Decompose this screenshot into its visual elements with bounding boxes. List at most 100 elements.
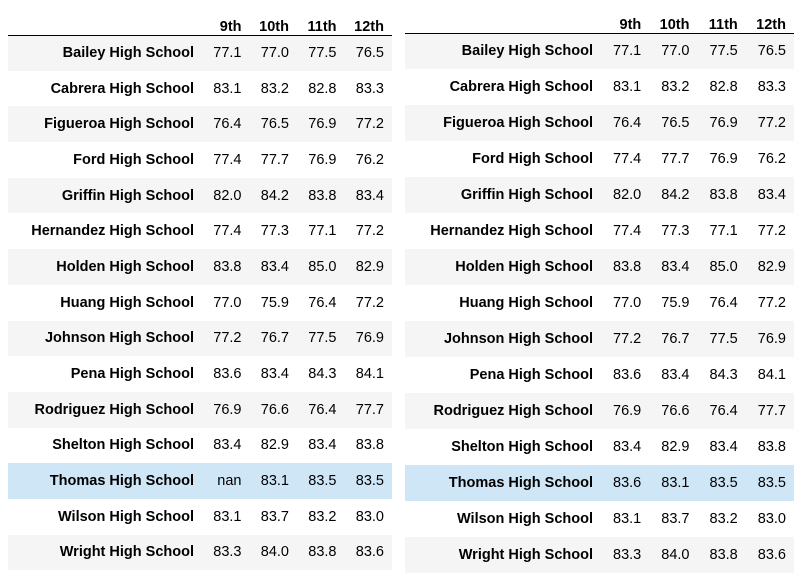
score-cell: 76.5: [757, 43, 786, 60]
table-row: Rodriguez High School 76.9 76.6 76.4 77.7: [405, 393, 794, 429]
score-cell: 83.4: [308, 437, 337, 454]
school-name: Hernandez High School: [31, 223, 194, 240]
table-row: Pena High School 83.6 83.4 84.3 84.1: [8, 356, 392, 392]
score-cell: 77.2: [355, 116, 384, 133]
score-cell: 83.7: [260, 508, 289, 525]
score-cell: 84.0: [661, 547, 690, 563]
column-header-10th: 10th: [249, 0, 297, 36]
score-cell: 85.0: [709, 259, 738, 275]
score-cell: 83.4: [661, 367, 690, 383]
table-row: Griffin High School 82.0 84.2 83.8 83.4: [8, 177, 392, 214]
table-row: Ford High School 77.4 77.7 76.9 76.2: [405, 141, 794, 177]
column-header-12th: 12th: [344, 0, 392, 36]
score-cell: 83.6: [613, 367, 642, 383]
score-cell: 77.4: [613, 151, 642, 167]
score-cell: 83.0: [757, 511, 786, 527]
column-header-12th: 12th: [745, 0, 794, 34]
score-cell: 85.0: [308, 258, 337, 275]
school-name: Johnson High School: [44, 330, 194, 347]
score-cell: 83.4: [260, 366, 289, 383]
school-name: Wilson High School: [456, 511, 593, 527]
score-cell: 83.8: [709, 547, 738, 563]
school-name: Holden High School: [56, 258, 194, 275]
school-name: Pena High School: [70, 366, 194, 383]
table-row: Ford High School 77.4 77.7 76.9 76.2: [8, 142, 392, 178]
school-name: Bailey High School: [461, 43, 593, 60]
table-row: Hernandez High School 77.4 77.3 77.1 77.2: [8, 213, 392, 249]
index-header: [405, 0, 601, 34]
table-row: Bailey High School 77.1 77.0 77.5 76.5: [8, 35, 392, 71]
score-cell: 76.2: [355, 151, 384, 168]
score-cell: 76.9: [613, 403, 642, 419]
score-cell: 83.3: [613, 547, 642, 563]
table-row: Bailey High School 77.1 77.0 77.5 76.5: [405, 33, 794, 69]
score-cell: 76.4: [308, 294, 337, 311]
score-cell: 84.1: [355, 366, 384, 383]
school-name: Rodriguez High School: [433, 403, 594, 419]
table-row: Johnson High School 77.2 76.7 77.5 76.9: [405, 321, 794, 357]
score-cell: 83.1: [260, 473, 289, 490]
score-cell: 76.6: [661, 403, 690, 419]
score-cell: 76.4: [709, 403, 738, 419]
score-cell: 77.5: [308, 45, 337, 62]
score-cell: 83.5: [709, 475, 738, 491]
index-header: [8, 0, 202, 36]
score-cell: 83.0: [355, 508, 384, 525]
score-cell: 84.2: [260, 187, 289, 204]
score-cell: 82.9: [757, 259, 786, 275]
school-name: Wilson High School: [57, 508, 194, 525]
score-cell: 83.3: [757, 79, 786, 95]
score-cell: 84.3: [709, 367, 738, 383]
score-cell: 77.7: [355, 401, 384, 418]
school-name: Bailey High School: [62, 45, 194, 62]
score-cell: 83.4: [709, 439, 738, 455]
school-name: Rodriguez High School: [34, 401, 195, 418]
score-cell: 82.0: [613, 187, 642, 203]
table-row: Shelton High School 83.4 82.9 83.4 83.8: [405, 429, 794, 465]
score-cell: 83.8: [355, 437, 384, 454]
score-cell: 82.9: [355, 258, 384, 275]
table-row: Cabrera High School 83.1 83.2 82.8 83.3: [8, 71, 392, 107]
table-row: Figueroa High School 76.4 76.5 76.9 77.2: [405, 105, 794, 141]
score-cell: 83.5: [355, 473, 384, 490]
school-name: Ford High School: [73, 151, 194, 168]
score-cell: 77.5: [308, 330, 337, 347]
score-cell: 83.3: [213, 544, 242, 561]
score-cell: 77.0: [661, 43, 690, 60]
score-cell: 83.2: [661, 79, 690, 95]
score-cell: 83.1: [613, 79, 642, 95]
score-cell: 76.4: [613, 115, 642, 131]
table-row: Wright High School 83.3 84.0 83.8 83.6: [405, 537, 794, 573]
score-cell: 77.2: [355, 294, 384, 311]
score-cell: 76.5: [355, 45, 384, 62]
school-name: Huang High School: [60, 294, 194, 311]
school-name: Thomas High School: [448, 475, 593, 491]
score-cell: 83.4: [613, 439, 642, 455]
column-header-11th: 11th: [297, 0, 345, 36]
score-cell: 82.9: [260, 437, 289, 454]
score-cell: 76.4: [308, 401, 337, 418]
column-header-11th: 11th: [697, 0, 746, 34]
score-cell: 76.9: [308, 151, 337, 168]
score-cell: 76.9: [709, 151, 738, 167]
score-cell: 83.1: [213, 508, 242, 525]
score-cell: 76.9: [709, 115, 738, 131]
score-cell: 75.9: [260, 294, 289, 311]
score-cell: 77.7: [260, 151, 289, 168]
score-cell: 76.5: [260, 116, 289, 133]
score-cell: 84.2: [661, 187, 690, 203]
score-cell: 77.1: [613, 43, 642, 60]
school-name: Cabrera High School: [449, 79, 593, 95]
score-cell: 77.1: [213, 45, 242, 62]
score-cell: 83.1: [661, 475, 690, 491]
table-row: Rodriguez High School 76.9 76.6 76.4 77.7: [8, 391, 392, 428]
score-cell: 83.7: [661, 511, 690, 527]
score-cell: 83.8: [213, 258, 242, 275]
header-row: 9th 10th 11th 12th: [405, 0, 794, 34]
score-cell: 82.0: [213, 187, 242, 204]
score-cell: 83.4: [260, 258, 289, 275]
score-cell: 76.5: [661, 115, 690, 131]
score-cell: 76.7: [260, 330, 289, 347]
score-cell: 83.2: [709, 511, 738, 527]
score-cell: 83.4: [355, 187, 384, 204]
